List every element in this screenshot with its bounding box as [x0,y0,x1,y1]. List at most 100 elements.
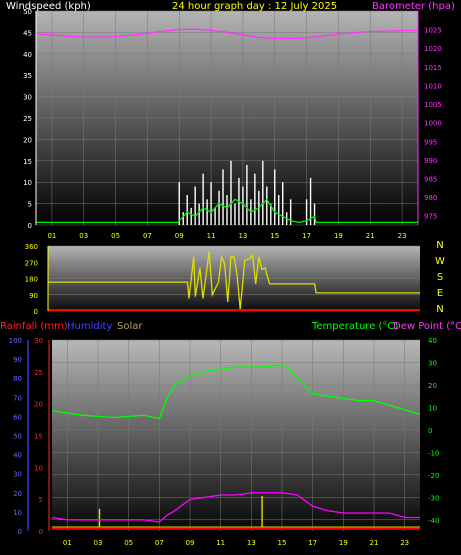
x-tick-label: 23 [400,539,409,547]
x-tick-label: 11 [216,539,225,547]
x-tick-label: 09 [175,232,184,240]
humidity-tick-label: 50 [13,433,22,441]
wind-tick-label: 25 [23,115,32,123]
axes: 01 03 05 07 09 11 13 15 17 19 21 230510152025303540… [23,8,442,240]
humidity-tick-label: 100 [9,337,22,345]
barometer-tick-label: 1025 [424,27,442,35]
temperature-tick-label: 0 [428,427,432,435]
x-tick-label: 11 [207,232,216,240]
barometer-tick-label: 1015 [424,64,442,72]
grid [52,339,420,531]
barometer-tick-label: 990 [424,157,437,165]
x-tick-label: 21 [366,232,375,240]
series-layer [51,364,421,530]
humidity-tick-label: 10 [13,509,22,517]
humidity-tick-label: 40 [13,452,22,460]
temperature-axis-title: Temperature (°C) [311,321,398,332]
x-tick-label: 05 [111,232,120,240]
x-tick-label: 07 [143,232,152,240]
barometer-tick-label: 1005 [424,101,442,109]
average-wind-line [36,198,418,224]
wind-tick-label: 15 [23,158,32,166]
direction-tick-label: 180 [25,276,38,284]
wind-tick-label: 0 [28,222,32,230]
wind-direction-line [48,251,420,310]
barometer-tick-label: 995 [424,138,437,146]
wind-tick-label: 45 [23,29,32,37]
x-tick-label: 03 [79,232,88,240]
barometer-tick-label: 975 [424,213,437,221]
x-tick-label: 19 [339,539,348,547]
temperature-tick-label: -10 [428,449,439,457]
x-tick-label: 21 [370,539,379,547]
rainfall-axis-title: Rainfall (mm) [0,321,68,332]
x-tick-label: 05 [124,539,133,547]
direction-tick-label: 270 [25,259,38,267]
humidity-tick-label: 70 [13,394,22,402]
temperature-humidity-panel: 01 03 05 07 09 11 13 15 17 19 21 23-40-30-20-100102… [0,321,461,547]
rainfall-tick-label: 20 [34,401,43,409]
rainfall-tick-label: 15 [34,433,43,441]
rainfall-tick-label: 25 [34,369,43,377]
barometer-tick-label: 980 [424,194,437,202]
series-layer [35,28,419,225]
wind-tick-label: 5 [28,201,32,209]
x-tick-label: 15 [270,232,279,240]
barometer-tick-label: 1000 [424,120,442,128]
compass-label: N [436,304,443,315]
x-tick-label: 01 [47,232,56,240]
direction-tick-label: 360 [25,243,38,251]
wind-tick-label: 10 [23,179,32,187]
rainfall-tick-label: 10 [34,464,43,472]
temperature-line [51,364,421,420]
rainfall-tick-label: 30 [34,337,43,345]
direction-tick-label: 90 [29,292,38,300]
rainfall-tick-label: 0 [39,528,43,536]
compass-label: N [436,240,443,251]
x-tick-label: 13 [247,539,256,547]
wind-tick-label: 35 [23,72,32,80]
dewpoint-axis-title: Dew Point (°C) [393,321,461,332]
x-tick-label: 01 [63,539,72,547]
humidity-tick-label: 80 [13,375,22,383]
x-tick-label: 09 [186,539,195,547]
temperature-tick-label: 30 [428,359,437,367]
wind-barometer-panel: 01 03 05 07 09 11 13 15 17 19 21 230510152025303540… [6,1,455,240]
compass-label: W [435,256,445,267]
x-tick-label: 13 [238,232,247,240]
barometer-tick-label: 1010 [424,82,442,90]
barometer-tick-label: 985 [424,175,437,183]
temperature-tick-label: -30 [428,494,439,502]
humidity-axis-title: Humidity [67,321,112,332]
x-tick-label: 17 [308,539,317,547]
humidity-tick-label: 0 [18,528,22,536]
axes: 01 03 05 07 09 11 13 15 17 19 21 23-40-30-20-100102… [9,337,440,547]
chart-title: 24 hour graph day : 12 July 2025 [172,1,337,12]
dew-point-line [51,492,420,523]
temperature-tick-label: 10 [428,404,437,412]
x-tick-label: 07 [155,539,164,547]
direction-tick-label: 0 [34,308,38,316]
humidity-tick-label: 30 [13,471,22,479]
wind-tick-label: 50 [23,8,32,16]
humidity-tick-label: 90 [13,356,22,364]
temperature-tick-label: 40 [428,337,437,345]
compass-label: S [437,272,443,283]
wind-tick-label: 20 [23,136,32,144]
solar-axis-title: Solar [117,321,143,332]
wind-tick-label: 40 [23,51,32,59]
x-tick-label: 19 [334,232,343,240]
x-tick-label: 03 [94,539,103,547]
temperature-tick-label: -20 [428,472,439,480]
rainfall-tick-label: 5 [39,496,43,504]
barometer-line [35,28,419,40]
x-tick-label: 17 [302,232,311,240]
series-layer [48,251,420,311]
plot-area [52,340,420,531]
wind-tick-label: 30 [23,94,32,102]
temperature-tick-label: 20 [428,382,437,390]
